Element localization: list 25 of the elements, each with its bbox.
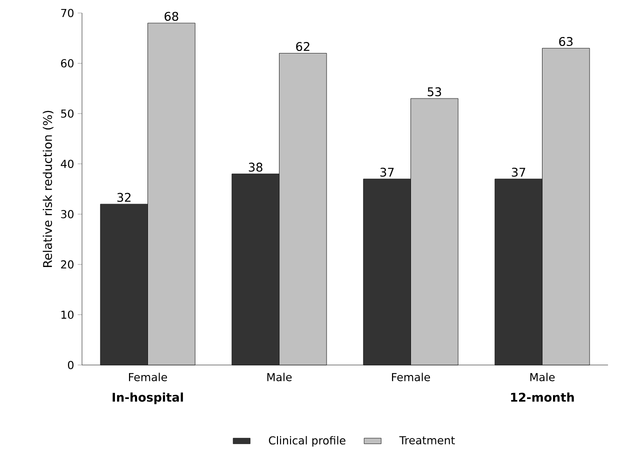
legend-label: Clinical profile [268, 436, 346, 447]
x-tick-label: Male [267, 372, 292, 382]
y-tick-label: 30 [61, 210, 74, 218]
y-tick-label: 70 [61, 8, 74, 18]
y-axis-title: Relative risk reduction (%) [42, 110, 54, 267]
x-tick-label: Female [129, 372, 167, 382]
y-tick-label: 20 [61, 260, 74, 269]
y-tick-label: 40 [60, 160, 74, 168]
data-label: 37 [512, 168, 526, 177]
x-tick-label: Female [392, 372, 430, 382]
text: 12-month [511, 392, 574, 402]
data-label: 32 [117, 192, 130, 202]
data-label: 38 [248, 162, 262, 172]
y-tick-label: 10 [61, 310, 74, 319]
legend-label: Treatment [399, 436, 455, 444]
data-label: 53 [428, 87, 442, 96]
data-label: 37 [380, 168, 394, 177]
x-tick-label: Male [530, 372, 555, 382]
y-tick-label: 50 [61, 109, 74, 118]
data-label: 62 [296, 42, 310, 52]
y-tick-label: 60 [61, 59, 74, 68]
data-label: 63 [559, 36, 573, 46]
text: In-hospital [112, 392, 183, 404]
data-label: 68 [164, 12, 178, 21]
y-tick-label: 0 [68, 360, 74, 370]
